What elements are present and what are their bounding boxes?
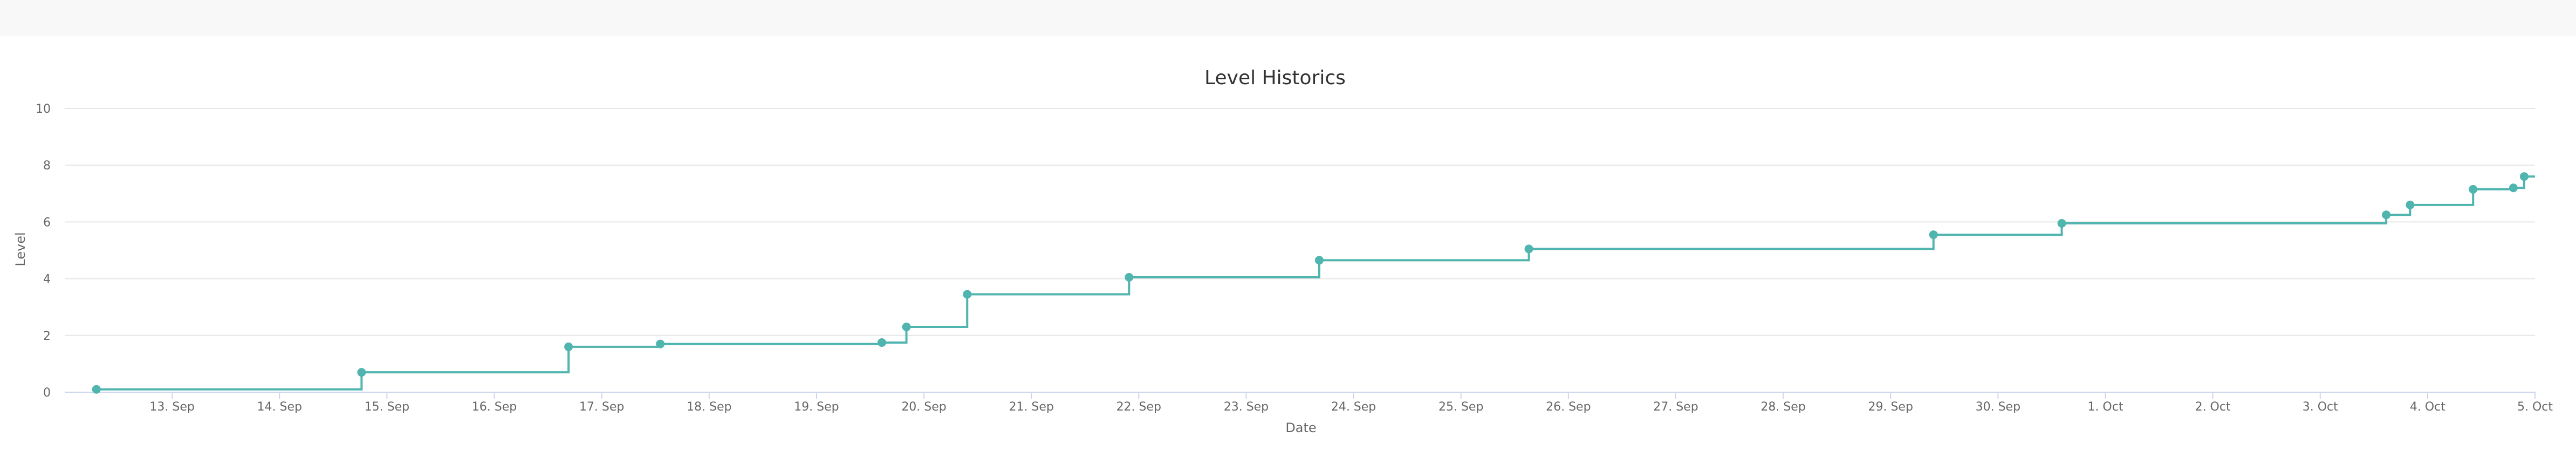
x-tick-label: 26. Sep: [1546, 400, 1591, 414]
data-point[interactable]: [1524, 244, 1533, 254]
data-point[interactable]: [902, 323, 911, 332]
level-series: [92, 172, 2535, 394]
x-tick-label: 3. Oct: [2303, 400, 2338, 414]
y-tick-label: 6: [43, 216, 51, 229]
x-tick-label: 1. Oct: [2087, 400, 2123, 414]
x-tick-label: 13. Sep: [149, 400, 194, 414]
y-tick-label: 8: [43, 159, 51, 173]
x-tick-label: 15. Sep: [365, 400, 409, 414]
chart-panel: [0, 36, 2576, 451]
x-tick-label: 24. Sep: [1331, 400, 1376, 414]
x-axis-ticks: 13. Sep 14. Sep 15. Sep 16. Sep 17. Sep 18. S…: [149, 392, 2553, 414]
data-point[interactable]: [564, 342, 573, 351]
x-tick-label: 21. Sep: [1009, 400, 1053, 414]
x-tick-label: 17. Sep: [579, 400, 624, 414]
x-tick-label: 19. Sep: [794, 400, 839, 414]
series-line: [96, 175, 2535, 391]
x-tick-label: 23. Sep: [1224, 400, 1269, 414]
data-point[interactable]: [2057, 219, 2066, 228]
data-point[interactable]: [92, 385, 101, 394]
y-tick-label: 0: [43, 386, 51, 400]
y-tick-label: 10: [36, 102, 51, 116]
data-point[interactable]: [2509, 183, 2518, 193]
x-tick-label: 4. Oct: [2410, 400, 2445, 414]
x-tick-label: 29. Sep: [1868, 400, 1913, 414]
top-bar: [0, 0, 2576, 36]
data-point[interactable]: [1929, 230, 1938, 240]
data-point[interactable]: [2382, 210, 2391, 220]
x-tick-label: 28. Sep: [1760, 400, 1805, 414]
data-point[interactable]: [357, 368, 366, 377]
x-tick-label: 5. Oct: [2517, 400, 2553, 414]
y-tick-label: 2: [43, 330, 51, 343]
x-tick-label: 18. Sep: [687, 400, 731, 414]
data-point[interactable]: [656, 339, 665, 348]
data-point[interactable]: [963, 290, 972, 299]
data-point[interactable]: [2519, 172, 2529, 181]
data-point[interactable]: [1314, 256, 1324, 265]
data-point[interactable]: [2406, 200, 2415, 209]
x-axis-title: Date: [1285, 420, 1316, 435]
x-tick-label: 22. Sep: [1116, 400, 1161, 414]
x-tick-label: 30. Sep: [1976, 400, 2020, 414]
x-tick-label: 27. Sep: [1653, 400, 1698, 414]
x-tick-label: 20. Sep: [901, 400, 946, 414]
data-point[interactable]: [1125, 272, 1134, 282]
data-point[interactable]: [877, 338, 886, 347]
x-tick-label: 16. Sep: [472, 400, 517, 414]
y-axis-ticks: 0 2 4 6 8 10: [36, 102, 51, 400]
chart-title: Level Historics: [1204, 67, 1346, 89]
x-tick-label: 25. Sep: [1438, 400, 1483, 414]
data-point[interactable]: [2469, 184, 2478, 194]
grid-lines: [65, 108, 2535, 393]
y-axis-title: Level: [13, 232, 28, 266]
x-tick-label: 14. Sep: [257, 400, 302, 414]
y-tick-label: 4: [43, 273, 51, 286]
x-tick-label: 2. Oct: [2195, 400, 2231, 414]
